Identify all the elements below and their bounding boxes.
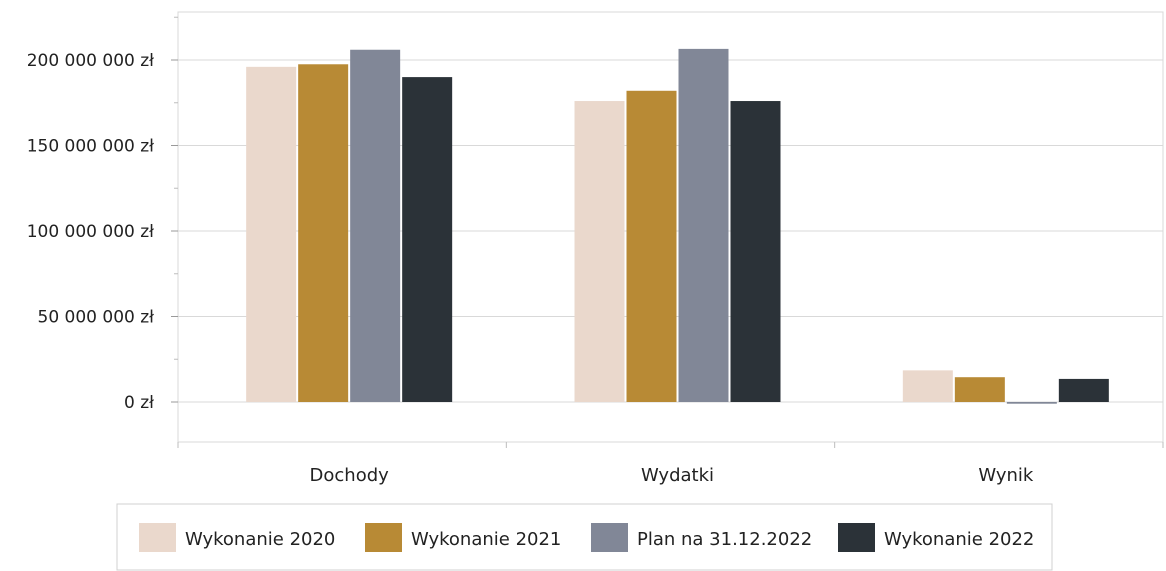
legend-label: Wykonanie 2020 (185, 529, 335, 550)
legend-label: Wykonanie 2022 (884, 529, 1034, 550)
bar-wynik-series-4 (1058, 378, 1109, 402)
y-tick-label: 150 000 000 zł (27, 137, 154, 157)
legend-label: Wykonanie 2021 (411, 529, 561, 550)
bar-wydatki-series-4 (730, 101, 781, 402)
bar-wydatki-series-3 (678, 48, 729, 402)
bar-wydatki-series-2 (626, 90, 677, 402)
legend-label: Plan na 31.12.2022 (637, 529, 812, 550)
bar-dochody-series-1 (246, 66, 297, 402)
bar-dochody-series-3 (350, 49, 401, 403)
x-category-label: Wydatki (641, 465, 714, 486)
y-tick-label: 200 000 000 zł (27, 51, 154, 71)
legend-swatch (139, 523, 176, 552)
legend-box (116, 503, 1053, 571)
x-category-label: Dochody (310, 465, 390, 486)
plot-frame (177, 11, 1164, 443)
legend-swatch (365, 523, 402, 552)
x-category-label: Wynik (978, 465, 1034, 486)
bar-wydatki-series-1 (574, 101, 625, 402)
y-axis: 0 zł 50 000 000 zł 100 000 000 zł 150 000 0… (27, 16, 178, 413)
bar-wynik-series-2 (954, 377, 1005, 402)
legend-swatch (591, 523, 628, 552)
y-tick-label: 50 000 000 zł (38, 308, 155, 328)
legend-swatch (838, 523, 875, 552)
plot-area (177, 11, 1164, 443)
bar-wynik-series-1 (902, 370, 953, 402)
y-tick-label: 100 000 000 zł (27, 222, 154, 242)
bar-dochody-series-4 (402, 77, 453, 402)
bars (246, 48, 1109, 404)
legend: Wykonanie 2020 Wykonanie 2021 Plan na 31.1… (116, 503, 1053, 571)
bar-dochody-series-2 (298, 64, 349, 403)
y-tick-label: 0 zł (124, 393, 154, 413)
bar-wynik-series-3 (1006, 402, 1057, 404)
x-axis: Dochody Wydatki Wynik (177, 442, 1164, 486)
